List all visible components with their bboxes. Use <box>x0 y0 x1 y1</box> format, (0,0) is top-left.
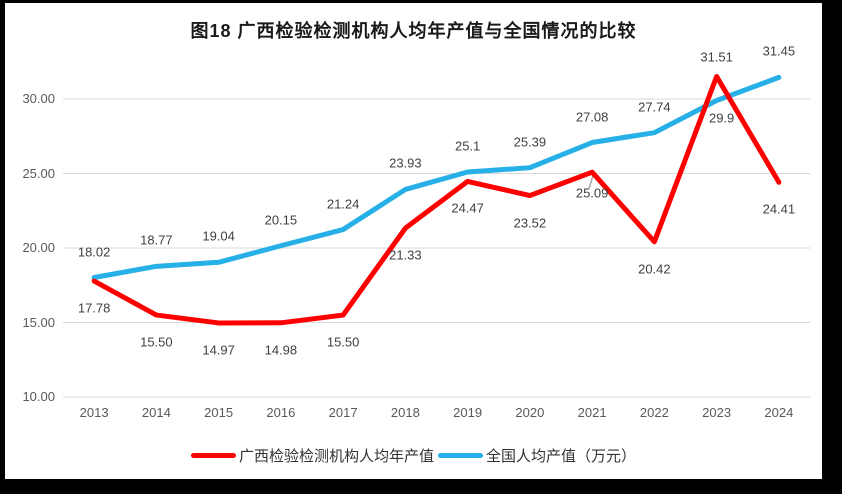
x-axis-tick-label: 2015 <box>204 405 234 420</box>
x-axis-tick-label: 2019 <box>453 405 483 420</box>
x-axis-tick-label: 2020 <box>515 405 545 420</box>
data-label: 27.74 <box>638 99 671 115</box>
data-label: 20.15 <box>264 212 298 228</box>
data-label: 21.24 <box>326 196 360 212</box>
x-axis-tick-label: 2014 <box>141 405 171 420</box>
series-line <box>91 74 782 326</box>
y-axis-tick-label: 30.00 <box>22 91 55 106</box>
series-line <box>91 74 782 281</box>
y-axis-tick-label: 20.00 <box>22 240 55 255</box>
data-label: 17.78 <box>77 300 111 316</box>
x-axis-tick-label: 2021 <box>577 405 607 420</box>
x-axis-tick-label: 2017 <box>328 405 358 420</box>
y-axis-tick-label: 15.00 <box>22 314 55 330</box>
data-label: 24.47 <box>451 200 484 216</box>
y-axis-tick-label: 25.00 <box>22 165 55 181</box>
x-axis-tick-label: 2022 <box>639 405 669 420</box>
data-label: 14.97 <box>202 342 235 358</box>
data-label: 21.33 <box>389 247 422 263</box>
data-label: 23.93 <box>389 155 422 171</box>
data-label: 15.50 <box>326 334 360 350</box>
chart-title: 图18 广西检验检测机构人均年产值与全国情况的比较 <box>190 21 637 41</box>
data-label: 31.45 <box>762 43 796 59</box>
data-label: 29.9 <box>708 110 735 126</box>
chart-canvas: 图18 广西检验检测机构人均年产值与全国情况的比较 10.00 15.00 20.0… <box>5 3 822 479</box>
data-label: 23.52 <box>513 215 547 231</box>
red-line-swatch <box>190 452 236 458</box>
x-axis-tick-label: 2013 <box>79 405 109 420</box>
data-label: 31.51 <box>700 49 733 64</box>
legend-item-guangxi: 广西检验检测机构人均年产值 <box>190 445 434 466</box>
data-label: 14.98 <box>264 342 298 358</box>
label-leader-line <box>588 174 594 189</box>
plot-area <box>63 74 810 398</box>
data-label: 27.08 <box>575 109 609 124</box>
data-label: 15.50 <box>140 334 173 350</box>
data-label: 18.77 <box>140 232 173 248</box>
x-axis-tick-label: 2023 <box>702 405 732 420</box>
data-label: 18.02 <box>77 244 111 259</box>
legend-label-guangxi: 广西检验检测机构人均年产值 <box>238 447 434 465</box>
data-label: 20.42 <box>638 261 671 277</box>
legend-label-national: 全国人均产值（万元） <box>486 447 637 465</box>
data-label: 19.04 <box>202 228 235 244</box>
data-label: 25.1 <box>454 138 481 154</box>
y-axis-tick-label: 10.00 <box>22 389 55 404</box>
x-axis-tick-label: 2018 <box>390 405 420 420</box>
legend: 广西检验检测机构人均年产值 全国人均产值（万元） <box>5 444 822 466</box>
data-label: 24.41 <box>762 201 796 217</box>
blue-line-swatch <box>438 452 483 458</box>
x-axis-tick-label: 2024 <box>764 405 794 420</box>
data-label: 25.39 <box>513 134 547 150</box>
legend-item-national: 全国人均产值（万元） <box>438 445 636 466</box>
x-axis-tick-label: 2016 <box>266 405 296 420</box>
data-label: 25.09 <box>575 185 609 201</box>
